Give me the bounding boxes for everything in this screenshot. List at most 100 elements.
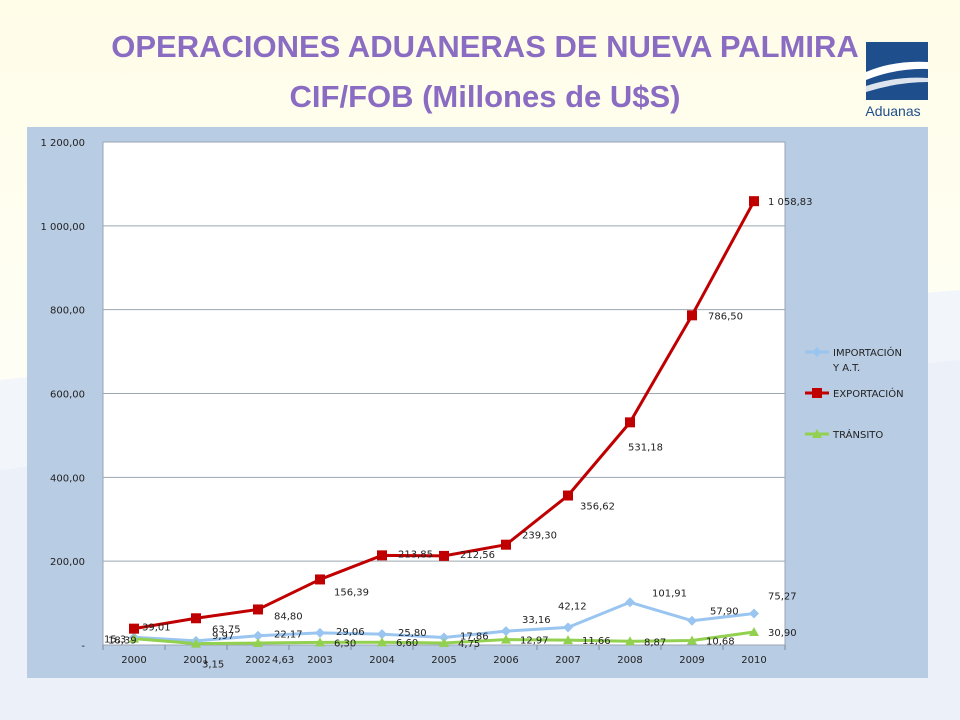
y-tick-label: 800,00 bbox=[50, 306, 85, 317]
x-axis: 2000 2001 2002 2003 2004 2005 2006 2007 2008 2009… bbox=[102, 645, 786, 666]
data-label: 6,60 bbox=[396, 638, 418, 649]
y-tick-label: 200,00 bbox=[50, 557, 85, 568]
data-label: 30,90 bbox=[768, 628, 797, 639]
data-labels: 18,39 9,97 22,17 29,06 25,80 17,86 33,16 42,12 1… bbox=[104, 197, 813, 671]
data-point bbox=[315, 627, 325, 638]
data-point bbox=[687, 310, 697, 321]
data-label: 29,06 bbox=[336, 627, 365, 638]
series-markers bbox=[129, 196, 759, 648]
aduanas-logo-mark bbox=[866, 42, 928, 100]
data-label: 4,75 bbox=[458, 639, 480, 650]
data-label: 15,3 bbox=[104, 635, 126, 646]
data-point bbox=[501, 634, 511, 644]
data-label: 786,50 bbox=[708, 311, 743, 322]
data-point bbox=[749, 196, 759, 207]
data-point bbox=[253, 604, 263, 615]
x-tick-label: 2010 bbox=[741, 655, 766, 666]
legend-label: EXPORTACIÓN bbox=[833, 387, 904, 400]
data-label: 84,80 bbox=[274, 611, 303, 622]
data-label: 9,97 bbox=[212, 631, 234, 642]
data-point bbox=[563, 490, 573, 501]
data-point bbox=[377, 629, 387, 640]
y-tick-label: 600,00 bbox=[50, 390, 85, 401]
data-label: 17,86 bbox=[460, 632, 489, 643]
data-point bbox=[377, 637, 387, 647]
data-point bbox=[129, 633, 139, 643]
chart-panel: - 200,00 400,00 600,00 800,00 1 000,00 1 200,0… bbox=[27, 127, 928, 678]
y-axis: - 200,00 400,00 600,00 800,00 1 000,00 1 200,0… bbox=[40, 138, 85, 652]
legend-label: IMPORTACIÓN bbox=[833, 346, 902, 359]
legend-marker bbox=[812, 429, 822, 438]
data-point bbox=[253, 630, 263, 641]
data-label: 356,62 bbox=[580, 502, 615, 513]
y-tick-label: 400,00 bbox=[50, 473, 85, 484]
data-label: 156,39 bbox=[334, 587, 369, 598]
x-tick-label: 2006 bbox=[493, 655, 518, 666]
legend-label: Y A.T. bbox=[832, 363, 860, 374]
x-tick-label: 2004 bbox=[369, 655, 394, 666]
data-point bbox=[749, 608, 759, 619]
x-tick-label: 2000 bbox=[121, 655, 146, 666]
data-label: 213,85 bbox=[398, 549, 433, 560]
data-point bbox=[687, 615, 697, 626]
data-label: 12,97 bbox=[520, 636, 549, 647]
data-label: 11,66 bbox=[582, 636, 611, 647]
x-tick-label: 2008 bbox=[617, 655, 642, 666]
x-tick-label: 2007 bbox=[555, 655, 580, 666]
data-label: 57,90 bbox=[710, 607, 739, 618]
data-point bbox=[687, 635, 697, 645]
data-point bbox=[439, 550, 449, 561]
data-label: 8,87 bbox=[644, 637, 666, 648]
data-point bbox=[315, 637, 325, 647]
line-chart: - 200,00 400,00 600,00 800,00 1 000,00 1 200,0… bbox=[40, 138, 904, 671]
page-title-line-2: CIF/FOB (Millones de U$S) bbox=[289, 79, 681, 114]
x-tick-label: 2002 bbox=[245, 655, 270, 666]
aduanas-logo-text: Aduanas bbox=[865, 103, 921, 119]
data-point bbox=[129, 623, 139, 634]
y-tick-label: 1 000,00 bbox=[40, 222, 85, 233]
data-label: 63,75 bbox=[212, 624, 241, 635]
legend-marker bbox=[812, 347, 822, 357]
data-label: 75,27 bbox=[768, 591, 797, 602]
x-tick-label: 2003 bbox=[307, 655, 332, 666]
data-point bbox=[501, 539, 511, 550]
data-label: 22,17 bbox=[274, 630, 303, 641]
data-point bbox=[625, 597, 635, 608]
data-label: 6,30 bbox=[334, 638, 356, 649]
data-label: 4,63 bbox=[272, 655, 294, 666]
data-label: 3,15 bbox=[202, 660, 224, 671]
grid-lines bbox=[103, 141, 785, 646]
data-point bbox=[625, 417, 635, 428]
y-tick-label: 1 200,00 bbox=[40, 138, 85, 149]
data-label: 1 058,83 bbox=[768, 197, 813, 208]
data-point bbox=[253, 638, 263, 648]
legend-marker bbox=[812, 388, 822, 398]
data-label: 18,39 bbox=[108, 635, 137, 646]
data-point bbox=[439, 632, 449, 643]
data-point bbox=[315, 574, 325, 585]
data-label: 25,80 bbox=[398, 628, 427, 639]
data-point bbox=[191, 638, 201, 648]
page-title-line-1: OPERACIONES ADUANERAS DE NUEVA PALMIRA bbox=[111, 29, 859, 64]
data-label: 33,16 bbox=[522, 615, 551, 626]
y-tick-label: - bbox=[81, 641, 85, 652]
data-point bbox=[563, 622, 573, 633]
data-point bbox=[563, 635, 573, 645]
x-tick-label: 2005 bbox=[431, 655, 456, 666]
page-title: OPERACIONES ADUANERAS DE NUEVA PALMIRA C… bbox=[60, 22, 910, 122]
data-point bbox=[625, 636, 635, 646]
data-label: 212,56 bbox=[460, 550, 495, 561]
x-tick-label: 2009 bbox=[679, 655, 704, 666]
aduanas-logo: Aduanas bbox=[858, 40, 928, 122]
data-point bbox=[439, 638, 449, 648]
data-label: 101,91 bbox=[652, 588, 687, 599]
data-label: 10,68 bbox=[706, 637, 735, 648]
data-point bbox=[501, 626, 511, 637]
x-tick-label: 2001 bbox=[183, 655, 208, 666]
data-point bbox=[749, 627, 759, 637]
data-label: 239,30 bbox=[522, 531, 557, 542]
data-point bbox=[377, 550, 387, 561]
data-label: 42,12 bbox=[558, 601, 587, 612]
legend: IMPORTACIÓN Y A.T. EXPORTACIÓN TRÁNSITO bbox=[805, 346, 904, 441]
legend-label: TRÁNSITO bbox=[832, 428, 883, 441]
